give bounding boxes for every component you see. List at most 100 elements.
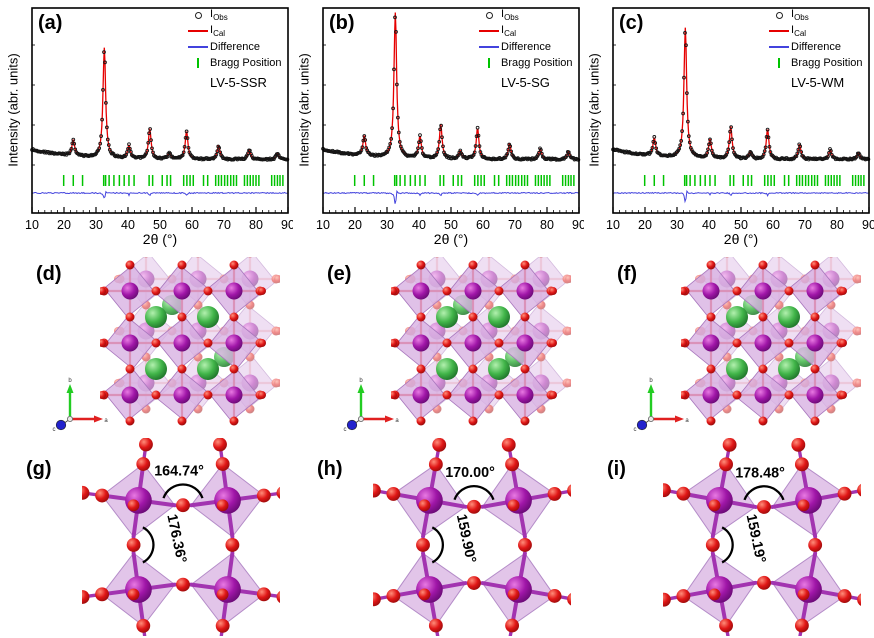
svg-text:50: 50: [734, 218, 748, 232]
panel-label-d: (d): [36, 263, 62, 285]
xrd-chart-a: 10 20 30 40 50 60 70 80 90: [0, 0, 293, 254]
svg-text:10: 10: [606, 218, 620, 232]
crystal-structure-svg: [100, 257, 280, 426]
observed-marker-icon: [194, 11, 202, 19]
legend-entry-cal: ICal: [477, 24, 573, 38]
panel-label-i: (i): [607, 458, 626, 480]
x-axis-label: 2θ (°): [723, 231, 759, 247]
bragg-ticks: [643, 175, 865, 186]
svg-text:70: 70: [508, 218, 522, 232]
legend-entry-cal: ICal: [767, 24, 863, 38]
svg-text:20: 20: [57, 218, 71, 232]
svg-text:70: 70: [798, 218, 812, 232]
xrd-panel-b: 10 20 30 40 50 60 70 80 90 (b) Intensity (abr. u…: [291, 0, 584, 254]
svg-text:60: 60: [766, 218, 780, 232]
sample-label: LV-5-SG: [501, 75, 550, 90]
tilt-panel-h: (h) 170.00° 159.90°: [291, 436, 584, 638]
observed-points: [321, 15, 581, 162]
legend-label: IObs: [791, 7, 809, 23]
svg-text:40: 40: [702, 218, 716, 232]
svg-text:20: 20: [638, 218, 652, 232]
octahedra-tilt-diagram: 170.00° 159.90°: [373, 438, 571, 636]
axis-c-dot: [636, 419, 648, 431]
legend-entry-bragg: Bragg Position: [767, 56, 863, 70]
bragg-ticks: [62, 175, 284, 186]
y-axis-label: Intensity (abr. units): [296, 53, 312, 167]
legend-label: Difference: [210, 41, 260, 53]
angle-arc-top: [162, 483, 204, 499]
crystal-structure: [100, 257, 280, 429]
difference-line: [612, 189, 869, 204]
axis-b-arrow: [66, 384, 74, 393]
svg-text:40: 40: [412, 218, 426, 232]
svg-text:b: b: [359, 378, 363, 384]
svg-text:10: 10: [316, 218, 330, 232]
axes-gizmo: b a c: [50, 375, 109, 433]
structure-front-layer: [391, 260, 557, 426]
structure-panel-f: (f) b a c: [581, 255, 874, 433]
xrd-chart-c: 10 20 30 40 50 60 70 80 90: [581, 0, 874, 254]
bragg-tick-icon: [778, 58, 780, 68]
difference-line: [322, 189, 579, 204]
svg-text:30: 30: [89, 218, 103, 232]
axes-gizmo: b a c: [341, 375, 400, 433]
lanthanum-atoms: [145, 306, 219, 380]
angle-arc-top: [743, 485, 785, 501]
svg-text:a: a: [395, 418, 399, 424]
svg-text:c: c: [344, 427, 347, 433]
angle-arc-side: [431, 526, 445, 564]
calculated-line-icon: [479, 30, 499, 32]
svg-text:40: 40: [121, 218, 135, 232]
legend-entry-cal: ICal: [186, 24, 282, 38]
bond-angle-top: 178.48°: [735, 465, 785, 481]
svg-text:30: 30: [380, 218, 394, 232]
legend-c: IObs ICal Difference Bragg Position LV-5-WM: [767, 8, 863, 90]
svg-text:90: 90: [862, 218, 874, 232]
crystal-structure: [681, 257, 861, 429]
legend-entry-obs: IObs: [186, 8, 282, 22]
calculated-line-icon: [769, 30, 789, 32]
panel-label-h: (h): [317, 458, 343, 480]
axes-gizmo-svg: b a c: [53, 378, 109, 433]
panel-label-g: (g): [26, 458, 52, 480]
axes-gizmo-svg: b a c: [634, 378, 690, 433]
legend-label: IObs: [210, 7, 228, 23]
xrd-panel-a: 10 20 30 40 50 60 70 80 90 (a) Intensity (abr. u…: [0, 0, 293, 254]
x-axis-label: 2θ (°): [142, 231, 178, 247]
axis-c-dot: [346, 419, 358, 431]
axes-gizmo: b a c: [631, 375, 690, 433]
svg-text:c: c: [53, 427, 56, 433]
svg-text:80: 80: [830, 218, 844, 232]
tilt-diagram-svg: 178.48° 159.19°: [663, 438, 861, 636]
xrd-panel-c: 10 20 30 40 50 60 70 80 90 (c) Intensity (abr. u…: [581, 0, 874, 254]
legend-a: IObs ICal Difference Bragg Position LV-5-SSR: [186, 8, 282, 90]
legend-label: ICal: [791, 23, 807, 39]
x-axis-label: 2θ (°): [433, 231, 469, 247]
angle-arc-side: [721, 526, 734, 564]
legend-label: Bragg Position: [501, 57, 573, 69]
legend-label: Difference: [501, 41, 551, 53]
axis-a-arrow: [675, 415, 684, 423]
difference-line-icon: [188, 46, 208, 48]
structure-panel-d: (d) b a c: [0, 255, 293, 433]
angle-arc-top: [453, 484, 495, 501]
observed-marker-icon: [775, 11, 783, 19]
legend-label: ICal: [210, 23, 226, 39]
legend-label: ICal: [501, 23, 517, 39]
svg-text:50: 50: [153, 218, 167, 232]
lanthanum-atoms: [726, 306, 800, 380]
svg-text:50: 50: [444, 218, 458, 232]
panel-label-b: (b): [329, 12, 355, 34]
difference-line-icon: [479, 46, 499, 48]
crystal-structure-svg: [391, 257, 571, 426]
svg-text:30: 30: [670, 218, 684, 232]
panel-label-c: (c): [619, 12, 644, 34]
x-tick-labels: 10 20 30 40 50 60 70 80 90: [316, 218, 584, 232]
svg-text:b: b: [649, 378, 653, 384]
difference-line-icon: [769, 46, 789, 48]
svg-text:a: a: [104, 418, 108, 424]
crystal-structure-svg: [681, 257, 861, 426]
xrd-plot-svg: 10 20 30 40 50 60 70 80 90: [606, 7, 874, 232]
bragg-ticks: [353, 175, 575, 186]
